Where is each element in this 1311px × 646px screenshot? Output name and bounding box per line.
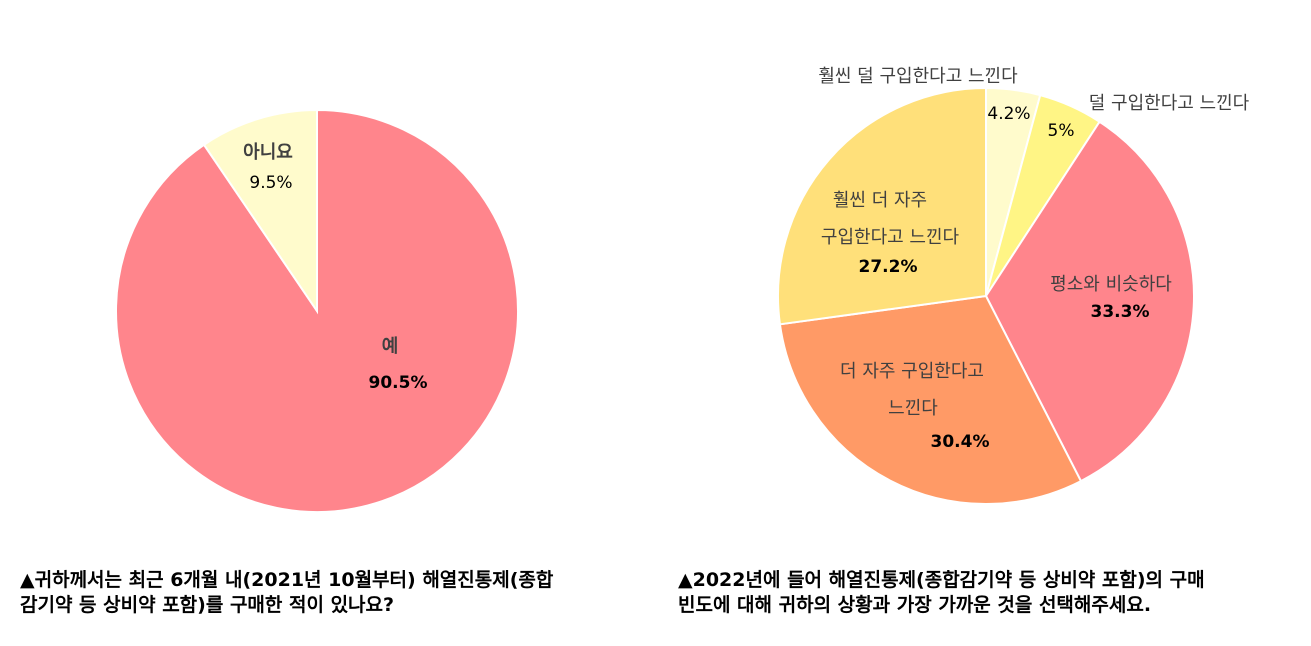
question-1-caption: ▲귀하께서는 최근 6개월 내(2021년 10월부터) 해열진통제(종합 감기… [20,569,554,616]
pie-slice-2-5 [777,86,987,326]
slice-label-2-2: 덜 구입한다고 느낀다 [1089,93,1250,114]
question-2-caption: ▲2022년에 들어 해열진통제(종합감기약 등 상비약 포함)의 구매 빈도에… [678,569,1205,616]
slice-value-2-3: 33.3% [1091,302,1150,322]
slice-label-1-2: 아니요 [243,142,293,163]
slice-value-1-1: 90.5% [369,373,428,393]
slice-label-2-4: 느낀다 [888,398,938,419]
slice-label-2-5: 구입한다고 느낀다 [821,227,960,248]
slice-label-2-3: 평소와 비슷하다 [1050,274,1172,295]
slice-label-2-4: 더 자주 구입한다고 [840,361,984,382]
slice-value-2-1: 4.2% [987,104,1030,124]
slice-label-2-1: 훨씬 덜 구입한다고 느낀다 [818,66,1018,87]
slice-value-2-2: 5% [1048,121,1075,141]
pie-slice-2-4 [778,294,1083,505]
slice-label-1-1: 예 [382,336,399,357]
pie-slice-1-2 [202,108,318,315]
pie-slice-2-3 [984,120,1195,483]
slice-value-2-4: 30.4% [931,432,990,452]
slice-label-2-5: 훨씬 더 자주 [833,190,927,211]
slice-value-1-2: 9.5% [249,173,292,193]
slice-value-2-5: 27.2% [859,257,918,277]
